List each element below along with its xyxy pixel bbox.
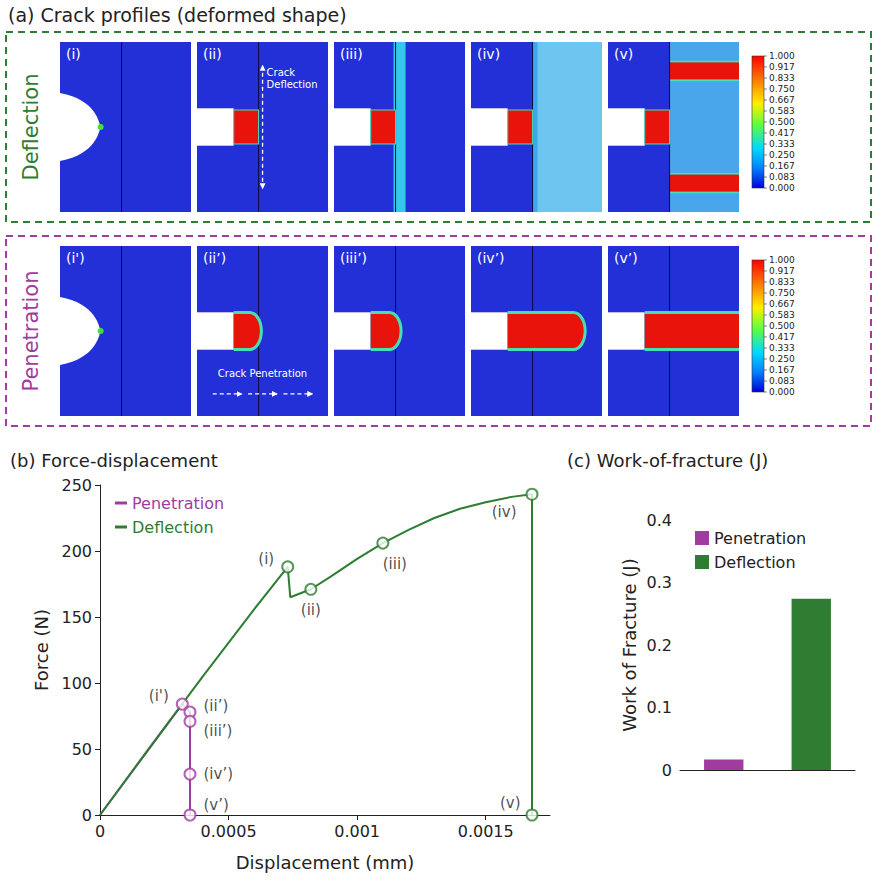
svg-text:0.417: 0.417 bbox=[769, 128, 795, 138]
svg-text:(ii): (ii) bbox=[203, 46, 222, 62]
svg-text:0.1: 0.1 bbox=[647, 698, 672, 717]
svg-text:0.750: 0.750 bbox=[769, 288, 795, 298]
svg-text:100: 100 bbox=[61, 674, 92, 693]
svg-text:(v): (v) bbox=[500, 794, 521, 812]
svg-text:0.833: 0.833 bbox=[769, 277, 795, 287]
svg-text:(iv’): (iv’) bbox=[477, 250, 505, 266]
svg-text:0.250: 0.250 bbox=[769, 354, 795, 364]
svg-text:(iii): (iii) bbox=[340, 46, 363, 62]
svg-text:1.000: 1.000 bbox=[769, 255, 795, 265]
svg-text:Penetration: Penetration bbox=[19, 270, 43, 391]
svg-text:(iv’): (iv’) bbox=[204, 765, 234, 783]
svg-text:Displacement (mm): Displacement (mm) bbox=[236, 852, 415, 873]
svg-text:(iii): (iii) bbox=[383, 555, 407, 573]
svg-text:Deflection: Deflection bbox=[19, 73, 43, 180]
svg-text:0: 0 bbox=[82, 806, 92, 825]
svg-text:(iv): (iv) bbox=[477, 46, 500, 62]
svg-text:(i'): (i') bbox=[66, 250, 85, 266]
svg-text:0.250: 0.250 bbox=[769, 150, 795, 160]
svg-text:(v’): (v’) bbox=[204, 796, 229, 814]
svg-text:0.833: 0.833 bbox=[769, 73, 795, 83]
svg-text:Penetration: Penetration bbox=[132, 494, 224, 513]
svg-text:250: 250 bbox=[61, 476, 92, 495]
svg-text:150: 150 bbox=[61, 608, 92, 627]
svg-text:0.167: 0.167 bbox=[769, 365, 795, 375]
svg-text:(ii’): (ii’) bbox=[204, 697, 229, 715]
svg-text:(b) Force-displacement: (b) Force-displacement bbox=[10, 450, 218, 471]
svg-text:Deflection: Deflection bbox=[714, 553, 796, 572]
svg-text:0.083: 0.083 bbox=[769, 376, 795, 386]
svg-text:0.3: 0.3 bbox=[647, 573, 672, 592]
svg-text:0: 0 bbox=[662, 761, 672, 780]
svg-text:0.917: 0.917 bbox=[769, 62, 795, 72]
svg-text:0.917: 0.917 bbox=[769, 266, 795, 276]
svg-text:0.4: 0.4 bbox=[647, 511, 672, 530]
svg-text:(iii’): (iii’) bbox=[204, 722, 233, 740]
svg-text:0.750: 0.750 bbox=[769, 84, 795, 94]
svg-text:Work of Fracture (J): Work of Fracture (J) bbox=[619, 558, 640, 731]
svg-text:0.001: 0.001 bbox=[334, 822, 380, 841]
svg-text:0.417: 0.417 bbox=[769, 332, 795, 342]
svg-text:(v): (v) bbox=[614, 46, 633, 62]
svg-text:0.667: 0.667 bbox=[769, 95, 795, 105]
svg-text:0.0005: 0.0005 bbox=[201, 822, 257, 841]
svg-text:(ii’): (ii’) bbox=[203, 250, 226, 266]
svg-text:(iv): (iv) bbox=[492, 503, 517, 521]
svg-text:Deflection: Deflection bbox=[132, 518, 214, 537]
svg-text:Penetration: Penetration bbox=[714, 529, 806, 548]
svg-text:(c) Work-of-fracture (J): (c) Work-of-fracture (J) bbox=[567, 450, 768, 471]
svg-text:(i): (i) bbox=[66, 46, 81, 62]
svg-text:0.083: 0.083 bbox=[769, 172, 795, 182]
svg-text:0.000: 0.000 bbox=[769, 183, 795, 193]
svg-text:0.500: 0.500 bbox=[769, 117, 795, 127]
svg-text:(i): (i) bbox=[258, 550, 274, 568]
svg-text:(v’): (v’) bbox=[614, 250, 638, 266]
svg-text:0.333: 0.333 bbox=[769, 139, 795, 149]
svg-text:0.0015: 0.0015 bbox=[458, 822, 514, 841]
svg-text:(ii): (ii) bbox=[301, 601, 321, 619]
svg-text:0.000: 0.000 bbox=[769, 387, 795, 397]
svg-text:Deflection: Deflection bbox=[267, 79, 318, 90]
svg-text:(i'): (i') bbox=[149, 687, 169, 705]
svg-text:0.167: 0.167 bbox=[769, 161, 795, 171]
svg-text:Crack Penetration: Crack Penetration bbox=[218, 368, 307, 379]
svg-text:0.667: 0.667 bbox=[769, 299, 795, 309]
svg-text:(a) Crack profiles (deformed s: (a) Crack profiles (deformed shape) bbox=[8, 4, 347, 26]
svg-text:0: 0 bbox=[95, 822, 105, 841]
svg-text:50: 50 bbox=[72, 740, 92, 759]
svg-text:0.500: 0.500 bbox=[769, 321, 795, 331]
svg-text:200: 200 bbox=[61, 542, 92, 561]
svg-text:0.2: 0.2 bbox=[647, 636, 672, 655]
svg-text:Force (N): Force (N) bbox=[31, 609, 52, 691]
svg-text:0.583: 0.583 bbox=[769, 310, 795, 320]
svg-text:0.583: 0.583 bbox=[769, 106, 795, 116]
svg-text:Crack: Crack bbox=[267, 67, 296, 78]
svg-text:(iii’): (iii’) bbox=[340, 250, 367, 266]
svg-text:1.000: 1.000 bbox=[769, 51, 795, 61]
svg-text:0.333: 0.333 bbox=[769, 343, 795, 353]
